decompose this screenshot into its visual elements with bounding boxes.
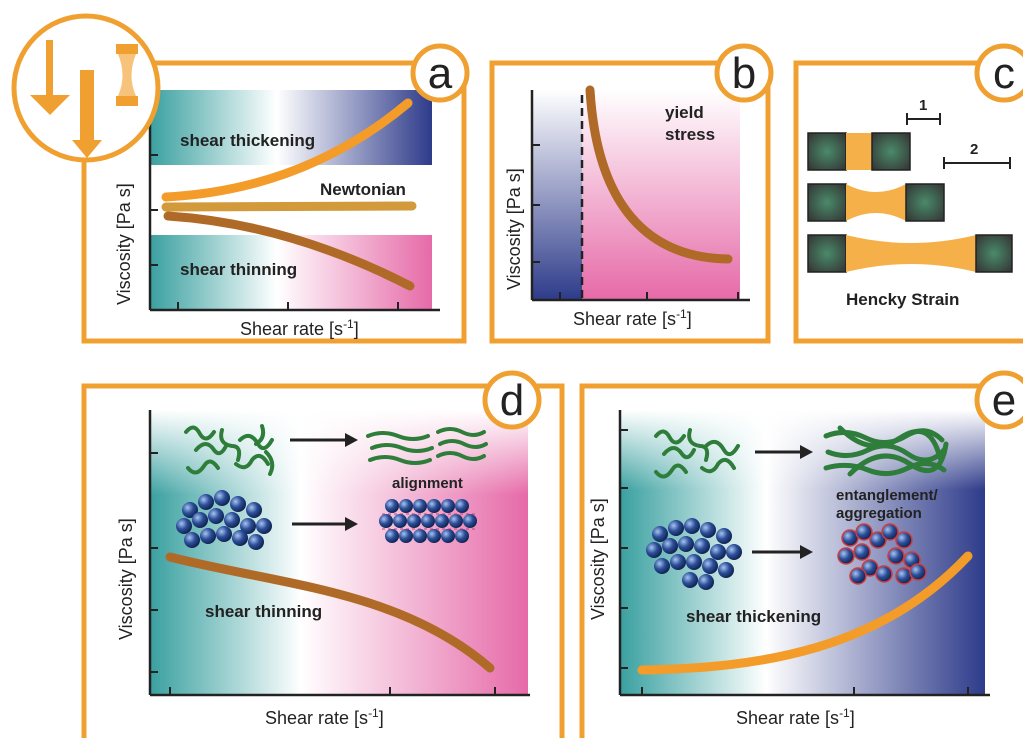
random-particles-e bbox=[646, 518, 742, 590]
panel-e: entanglement/ aggregation shear thickeni… bbox=[579, 370, 1023, 738]
panel-b-yield-region bbox=[532, 90, 582, 300]
panel-b-letter-badge bbox=[714, 43, 774, 103]
shear-thinning-label: shear thinning bbox=[180, 260, 297, 279]
yield-label: yield bbox=[665, 103, 704, 122]
random-particles bbox=[176, 490, 272, 550]
yield-stress-curve bbox=[585, 85, 733, 264]
panel-e-ticks bbox=[620, 429, 969, 695]
downward-arrow-icon bbox=[46, 40, 53, 95]
scale-bar-1-label: 1 bbox=[919, 97, 927, 114]
random-polymer-chains bbox=[184, 424, 275, 476]
panel-b-y-axis-label: Viscosity [Pa s] bbox=[504, 168, 524, 290]
panel-e-shear-thickening-label: shear thickening bbox=[686, 607, 821, 626]
panel-d-x-axis-label: Shear rate [s-1] bbox=[265, 706, 384, 728]
aligned-particles bbox=[379, 499, 477, 543]
arrow-right-icon bbox=[800, 545, 813, 559]
alignment-label: alignment bbox=[392, 475, 463, 492]
arrow-right-icon bbox=[345, 433, 358, 447]
panel-e-y-axis-label: Viscosity [Pa s] bbox=[588, 498, 608, 620]
stress-label: stress bbox=[665, 125, 715, 144]
panel-d-y-axis-label: Viscosity [Pa s] bbox=[116, 518, 136, 640]
random-polymer-chains-e bbox=[654, 428, 740, 479]
shear-thinning-curve bbox=[163, 211, 415, 291]
arrow-right-icon bbox=[345, 517, 358, 531]
panel-e-letter-badge bbox=[974, 370, 1023, 430]
panel-a-letter-badge bbox=[410, 43, 470, 103]
aggregated-particles bbox=[837, 523, 927, 585]
panel-e-letter: e bbox=[992, 376, 1016, 425]
aggregation-label: aggregation bbox=[836, 505, 922, 522]
panel-d: alignment shear thinning Viscosity [Pa s… bbox=[81, 370, 565, 738]
aligned-polymer-chains bbox=[366, 427, 488, 465]
entangled-polymer-chains bbox=[823, 425, 949, 477]
scale-bar-1: 1 bbox=[906, 97, 941, 125]
panel-a-y-axis-label: Viscosity [Pa s] bbox=[114, 183, 134, 305]
panel-a: shear thickening Newtonian shear thinnin… bbox=[81, 43, 470, 344]
panel-e-shear-thickening-curve bbox=[637, 551, 973, 675]
panel-d-letter-badge bbox=[482, 370, 542, 430]
scale-bar-2-label: 2 bbox=[970, 141, 978, 158]
panel-b-flow-region bbox=[582, 90, 740, 300]
panel-b: yield stress Viscosity [Pa s] Shear rate… bbox=[489, 43, 774, 344]
entanglement-label: entanglement/ bbox=[836, 487, 939, 504]
panel-e-x-axis-label: Shear rate [s-1] bbox=[736, 706, 855, 728]
scale-bar-2: 2 bbox=[943, 141, 1011, 169]
panel-b-ticks bbox=[532, 144, 739, 300]
arrow-right-icon bbox=[800, 445, 813, 459]
panel-c: 1 2 Hencky Strain c bbox=[793, 43, 1023, 344]
rheometer-icon bbox=[11, 13, 161, 163]
specimen-stretched-1 bbox=[807, 183, 945, 222]
shear-thickening-curve bbox=[161, 98, 413, 202]
panel-d-shear-thinning-label: shear thinning bbox=[205, 602, 322, 621]
panel-c-letter-badge bbox=[974, 43, 1023, 103]
plunger-arrow-icon bbox=[80, 70, 94, 140]
panel-b-x-axis-label: Shear rate [s-1] bbox=[573, 307, 692, 329]
shear-thickening-label: shear thickening bbox=[180, 131, 315, 150]
specimen-unstretched bbox=[807, 132, 911, 171]
panel-a-letter: a bbox=[428, 49, 453, 98]
panel-c-letter: c bbox=[993, 49, 1015, 98]
hencky-strain-caption: Hencky Strain bbox=[846, 290, 959, 309]
tensile-specimen-icon bbox=[116, 44, 138, 54]
panel-b-letter: b bbox=[732, 49, 756, 98]
panel-d-shear-thinning-curve bbox=[165, 552, 495, 673]
newtonian-curve bbox=[161, 201, 417, 212]
panel-a-ticks bbox=[150, 154, 399, 310]
panel-d-letter: d bbox=[500, 376, 524, 425]
panel-d-ticks bbox=[150, 452, 496, 695]
specimen-stretched-2 bbox=[807, 234, 1013, 273]
panel-a-x-axis-label: Shear rate [s-1] bbox=[240, 317, 359, 339]
newtonian-label: Newtonian bbox=[320, 180, 406, 199]
